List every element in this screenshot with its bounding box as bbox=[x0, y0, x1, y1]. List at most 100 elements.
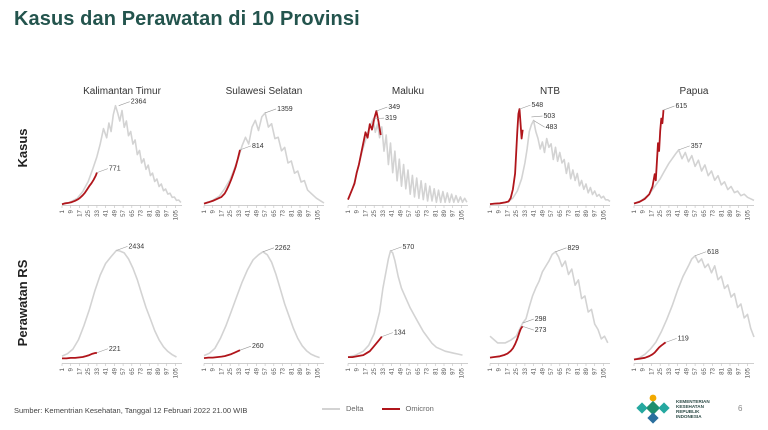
x-tick-label: 17 bbox=[648, 367, 655, 374]
data-label-omicron: 349 bbox=[388, 104, 400, 111]
x-tick-label: 49 bbox=[253, 367, 260, 374]
x-tick-label: 73 bbox=[138, 367, 145, 374]
x-tick-label: 105 bbox=[600, 367, 607, 378]
x-tick-label: 41 bbox=[103, 367, 110, 374]
x-tick-label: 65 bbox=[271, 367, 278, 374]
chart-panel-9: 1 9 17 25 33 41 49 57 65 73 81 89 97 105 829 298 273 bbox=[487, 245, 610, 378]
legend-item-delta: Delta bbox=[322, 404, 364, 413]
x-tick-label: 97 bbox=[306, 209, 313, 216]
page-number: 6 bbox=[738, 404, 743, 413]
x-tick-label: 73 bbox=[424, 209, 431, 216]
logo-line: KEMENTERIAN bbox=[676, 398, 710, 404]
x-tick-label: 25 bbox=[227, 367, 234, 374]
x-tick-label: 33 bbox=[94, 367, 101, 374]
x-tick-label: 1 bbox=[487, 367, 494, 371]
chart-panel-1: Kalimantan Timur 1 9 17 25 33 41 49 57 65 73 81 89 97… bbox=[59, 86, 182, 220]
chart-panel-2: Sulawesi Selatan 1 9 17 25 33 41 49 57 65 73 81 89 97… bbox=[201, 86, 325, 220]
x-tick-label: 17 bbox=[218, 367, 225, 374]
chart-title: Papua bbox=[680, 86, 709, 97]
series-line-omicron bbox=[347, 110, 382, 200]
x-tick-label: 81 bbox=[288, 209, 295, 216]
x-tick-label: 89 bbox=[155, 367, 162, 374]
x-tick-label: 89 bbox=[727, 367, 734, 374]
x-tick-label: 105 bbox=[172, 367, 179, 378]
x-tick-label: 9 bbox=[68, 209, 75, 213]
x-tick-label: 49 bbox=[397, 367, 404, 374]
data-label-omicron: 273 bbox=[535, 327, 547, 334]
series-line-omicron bbox=[489, 325, 524, 359]
x-tick-label: 9 bbox=[496, 367, 503, 371]
x-tick-label: 57 bbox=[692, 367, 699, 374]
x-tick-label: 73 bbox=[424, 367, 431, 374]
x-tick-label: 33 bbox=[666, 367, 673, 374]
data-label-leader bbox=[663, 105, 675, 111]
data-label-omicron: 119 bbox=[678, 335, 689, 342]
data-label-leader bbox=[522, 318, 534, 324]
chart-title: Maluku bbox=[392, 86, 424, 97]
x-tick-label: 89 bbox=[297, 367, 304, 374]
x-tick-label: 25 bbox=[371, 209, 378, 216]
chart-panel-6: 1 9 17 25 33 41 49 57 65 73 81 89 97 105 2434 221 bbox=[59, 243, 182, 378]
series-line-delta bbox=[203, 112, 325, 205]
x-tick-label: 81 bbox=[718, 367, 725, 374]
x-tick-label: 49 bbox=[539, 367, 546, 374]
x-tick-label: 81 bbox=[288, 367, 295, 374]
data-label-leader bbox=[264, 108, 277, 114]
x-tick-label: 33 bbox=[666, 209, 673, 216]
x-tick-label: 81 bbox=[146, 367, 153, 374]
x-tick-label: 97 bbox=[164, 367, 171, 374]
x-tick-label: 57 bbox=[548, 367, 555, 374]
legend-label-delta: Delta bbox=[346, 404, 364, 413]
x-tick-label: 57 bbox=[120, 367, 127, 374]
data-label-leader bbox=[262, 247, 275, 253]
x-tick-label: 81 bbox=[574, 209, 581, 216]
data-label-leader bbox=[694, 251, 707, 257]
data-label-omicron: 814 bbox=[252, 143, 264, 150]
data-label-omicron: 615 bbox=[675, 103, 687, 110]
series-line-omicron bbox=[489, 108, 524, 205]
x-tick-label: 1 bbox=[631, 209, 638, 213]
data-label-leader bbox=[381, 332, 393, 337]
x-tick-label: 73 bbox=[280, 209, 287, 216]
x-tick-label: 33 bbox=[380, 209, 387, 216]
legend-label-omicron: Omicron bbox=[405, 404, 434, 413]
data-label-omicron: 771 bbox=[109, 166, 121, 173]
x-tick-label: 57 bbox=[692, 209, 699, 216]
chart-title: Kalimantan Timur bbox=[83, 86, 161, 97]
data-label-delta: 2434 bbox=[129, 243, 145, 250]
data-label-leader bbox=[376, 106, 388, 112]
x-tick-label: 25 bbox=[85, 209, 92, 216]
x-tick-label: 81 bbox=[432, 367, 439, 374]
x-tick-label: 33 bbox=[380, 367, 387, 374]
series-line-delta bbox=[489, 119, 611, 205]
x-tick-label: 89 bbox=[583, 367, 590, 374]
page-title: Kasus dan Perawatan di 10 Provinsi bbox=[14, 8, 360, 30]
chart-panel-3: Maluku 1 9 17 25 33 41 49 57 65 73 81 89 97 105 349 319 bbox=[345, 86, 468, 220]
chart-title: Sulawesi Selatan bbox=[226, 86, 303, 97]
data-label-delta: 570 bbox=[403, 244, 415, 251]
x-tick-label: 33 bbox=[236, 367, 243, 374]
data-label-leader bbox=[519, 104, 531, 110]
data-label-delta: 1359 bbox=[277, 106, 293, 113]
x-tick-label: 89 bbox=[727, 209, 734, 216]
x-tick-label: 1 bbox=[201, 367, 208, 371]
x-tick-label: 97 bbox=[592, 367, 599, 374]
series-line-delta bbox=[633, 149, 755, 205]
x-tick-label: 9 bbox=[68, 367, 75, 371]
data-label-delta: 503 bbox=[543, 113, 555, 120]
series-line-delta bbox=[633, 255, 755, 361]
x-tick-label: 105 bbox=[600, 209, 607, 220]
source-note: Sumber: Kementrian Kesehatan, Tanggal 12… bbox=[14, 406, 248, 415]
x-tick-label: 17 bbox=[362, 367, 369, 374]
data-label-delta: 357 bbox=[691, 143, 703, 150]
x-tick-label: 89 bbox=[441, 367, 448, 374]
data-label-leader bbox=[116, 246, 128, 251]
x-tick-label: 33 bbox=[236, 209, 243, 216]
x-tick-label: 9 bbox=[210, 209, 217, 213]
x-tick-label: 41 bbox=[531, 367, 538, 374]
x-tick-label: 25 bbox=[227, 209, 234, 216]
x-tick-label: 97 bbox=[450, 209, 457, 216]
data-label-leader bbox=[373, 117, 385, 120]
logo-line: REPUBLIK bbox=[676, 409, 700, 414]
